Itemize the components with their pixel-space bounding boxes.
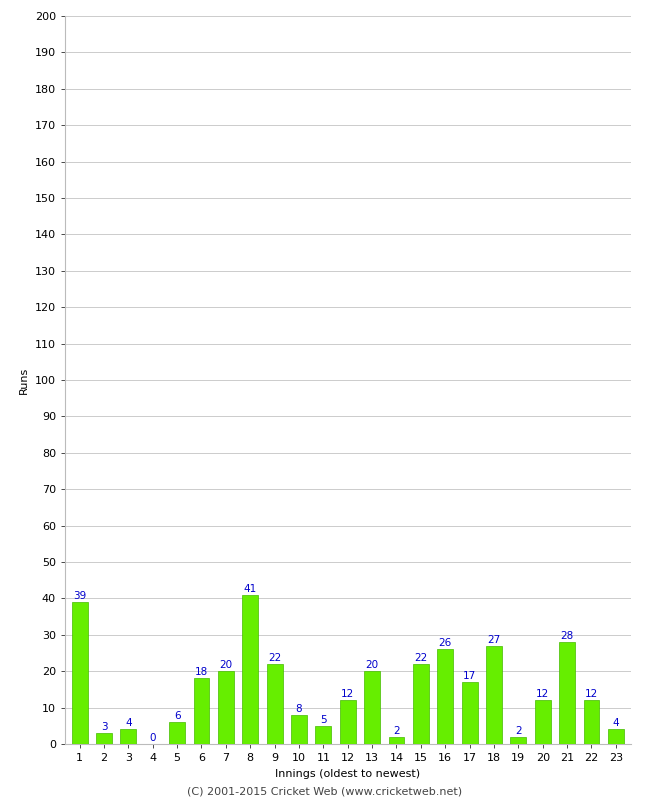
Text: 4: 4 (612, 718, 619, 728)
Bar (389, 737, 404, 744)
Text: 12: 12 (585, 690, 598, 699)
Y-axis label: Runs: Runs (20, 366, 29, 394)
Bar (510, 737, 526, 744)
Text: 28: 28 (560, 631, 574, 641)
Text: 41: 41 (244, 584, 257, 594)
Bar (340, 700, 356, 744)
Text: 5: 5 (320, 714, 327, 725)
Text: 3: 3 (101, 722, 107, 732)
Text: 0: 0 (150, 733, 156, 743)
Bar (535, 700, 551, 744)
Bar (584, 700, 599, 744)
Bar (169, 722, 185, 744)
Text: 12: 12 (536, 690, 549, 699)
Text: 20: 20 (365, 660, 379, 670)
Bar (315, 726, 332, 744)
Text: 6: 6 (174, 711, 181, 721)
Bar (242, 594, 258, 744)
Bar (364, 671, 380, 744)
Bar (266, 664, 283, 744)
Text: 2: 2 (393, 726, 400, 736)
Bar (413, 664, 429, 744)
Bar (559, 642, 575, 744)
Bar (608, 730, 624, 744)
Text: 8: 8 (296, 704, 302, 714)
Text: 39: 39 (73, 591, 86, 601)
Bar (437, 650, 453, 744)
Text: 2: 2 (515, 726, 522, 736)
Bar (462, 682, 478, 744)
Text: 4: 4 (125, 718, 132, 728)
Bar (291, 715, 307, 744)
Bar (194, 678, 209, 744)
Text: 27: 27 (488, 634, 500, 645)
Text: 12: 12 (341, 690, 354, 699)
Text: 26: 26 (439, 638, 452, 648)
Bar (120, 730, 136, 744)
Bar (218, 671, 234, 744)
Text: 18: 18 (195, 667, 208, 678)
Text: 20: 20 (219, 660, 233, 670)
X-axis label: Innings (oldest to newest): Innings (oldest to newest) (275, 769, 421, 778)
Text: 17: 17 (463, 671, 476, 681)
Bar (96, 733, 112, 744)
Text: 22: 22 (414, 653, 428, 663)
Bar (486, 646, 502, 744)
Text: 22: 22 (268, 653, 281, 663)
Text: (C) 2001-2015 Cricket Web (www.cricketweb.net): (C) 2001-2015 Cricket Web (www.cricketwe… (187, 786, 463, 796)
Bar (72, 602, 88, 744)
